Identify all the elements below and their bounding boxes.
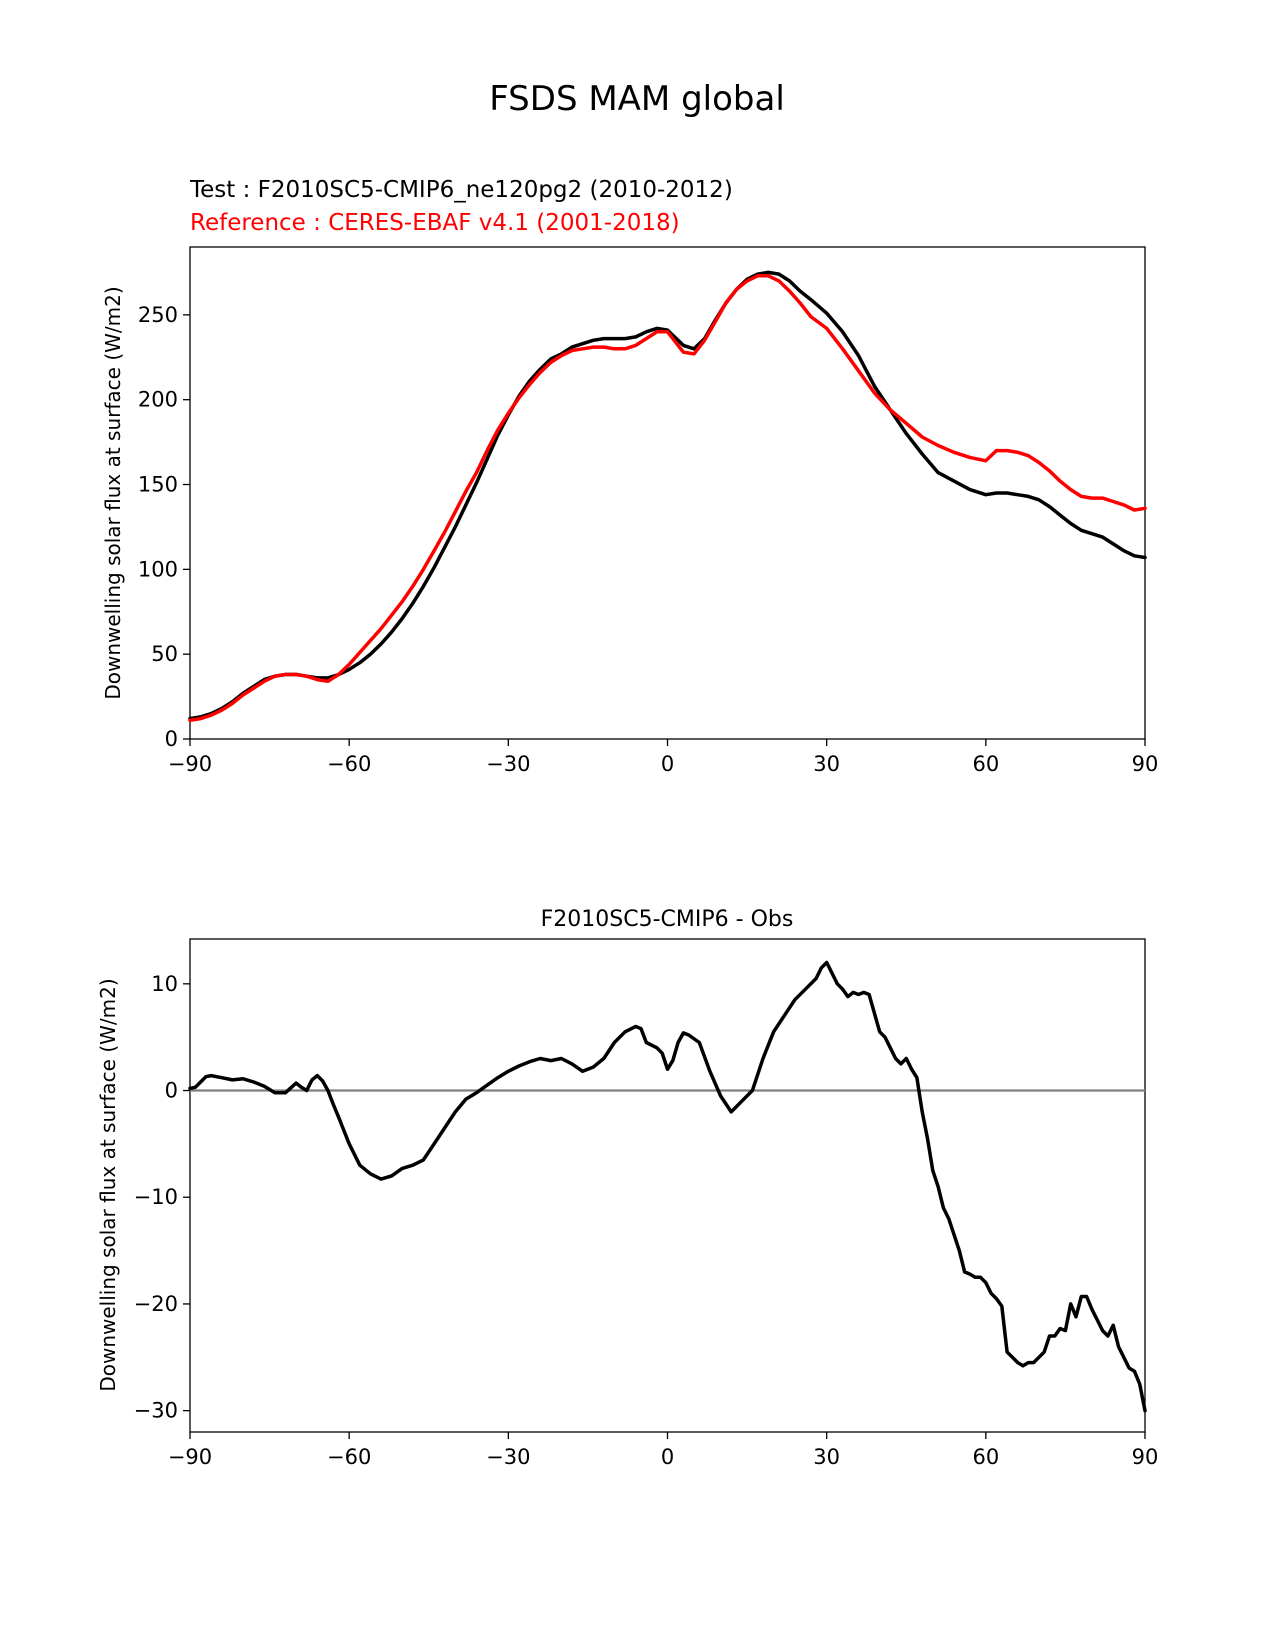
bottom-series-line-1 [188,960,1147,1413]
bottom-title: F2010SC5-CMIP6 - Obs [541,907,794,932]
top-series-line-1 [188,270,1147,721]
top-y-tick-label: 50 [151,642,178,666]
top-title-reference: Reference : CERES-EBAF v4.1 (2001-2018) [190,210,680,236]
figure-title: FSDS MAM global [489,79,785,119]
top-y-tick-label: 200 [138,388,178,412]
top-y-axis-label: Downwelling solar flux at surface (W/m2) [101,286,125,699]
top-series-group [188,270,1147,723]
bottom-plot-frame [189,938,1146,1433]
bottom-y-tick-label: −10 [134,1185,178,1209]
bottom-x-tick-label: −90 [168,1445,212,1469]
bottom-y-axis-label: Downwelling solar flux at surface (W/m2) [96,978,120,1391]
top-y-tick-label: 100 [138,557,178,581]
bottom-x-axis-ticks: −90 −60 −30 0 30 60 90 [168,1432,1159,1469]
top-x-axis-ticks: −90 −60 −30 0 30 60 90 [168,739,1159,776]
top-x-tick-label: 0 [661,752,674,776]
top-x-tick-label: 90 [1132,752,1159,776]
bottom-y-tick-label: −20 [134,1292,178,1316]
bottom-chart: F2010SC5-CMIP6 - Obs −90 −60 −30 0 30 60 90 −3… [96,907,1158,1469]
bottom-x-tick-label: 0 [661,1445,674,1469]
bottom-y-axis-ticks: −30 −20 −10 0 10 [134,972,190,1423]
top-y-tick-label: 250 [138,303,178,327]
top-title-test: Test : F2010SC5-CMIP6_ne120pg2 (2010-201… [189,177,733,203]
bottom-x-tick-label: 60 [972,1445,999,1469]
bottom-series-group [188,960,1147,1413]
bottom-x-tick-label: −60 [327,1445,371,1469]
top-y-axis-ticks: 0 50 100 150 200 250 [138,303,190,751]
top-chart: Test : F2010SC5-CMIP6_ne120pg2 (2010-201… [101,177,1158,776]
top-x-tick-label: −30 [486,752,530,776]
bottom-y-tick-label: 0 [165,1079,178,1103]
bottom-y-tick-label: −30 [134,1399,178,1423]
bottom-y-tick-label: 10 [151,972,178,996]
top-y-tick-label: 0 [165,727,178,751]
top-series-line-2 [188,274,1147,723]
bottom-x-tick-label: 30 [813,1445,840,1469]
top-y-tick-label: 150 [138,473,178,497]
top-x-tick-label: −60 [327,752,371,776]
top-x-tick-label: 60 [972,752,999,776]
top-x-tick-label: −90 [168,752,212,776]
bottom-x-tick-label: −30 [486,1445,530,1469]
top-x-tick-label: 30 [813,752,840,776]
bottom-x-tick-label: 90 [1132,1445,1159,1469]
